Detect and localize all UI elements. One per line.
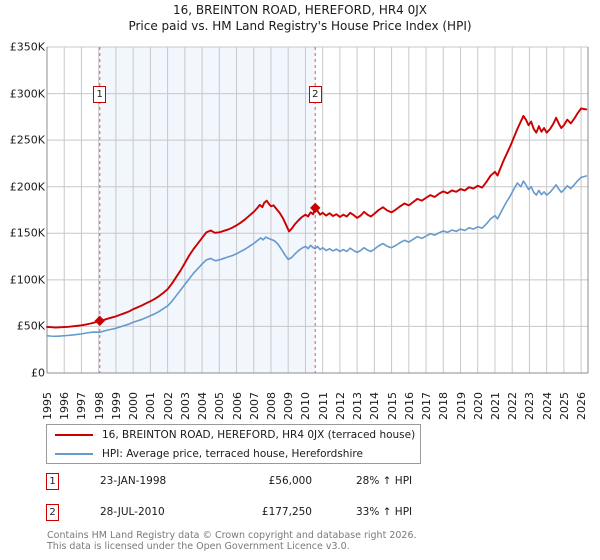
x-axis-tick-label: 2011 xyxy=(316,392,330,420)
x-axis-tick-label: 2019 xyxy=(454,392,468,420)
footer-attribution: Contains HM Land Registry data © Crown c… xyxy=(47,530,417,552)
y-axis-tick-label: £0 xyxy=(31,366,45,380)
x-axis-tick-label: 2023 xyxy=(523,392,537,420)
x-axis-tick-label: 2015 xyxy=(385,392,399,420)
x-axis-tick-label: 2017 xyxy=(420,392,434,420)
legend-label-property: 16, BREINTON ROAD, HEREFORD, HR4 0JX (te… xyxy=(102,428,416,441)
y-axis-tick-label: £150K xyxy=(9,226,45,240)
chart-title-address: 16, BREINTON ROAD, HEREFORD, HR4 0JX xyxy=(172,3,428,17)
x-axis-tick-label: 2004 xyxy=(196,392,210,420)
x-axis-tick-label: 1997 xyxy=(75,392,89,420)
x-axis-tick-label: 2001 xyxy=(144,392,158,420)
y-axis-tick-label: £100K xyxy=(9,273,45,287)
x-axis-tick-label: 2022 xyxy=(506,392,520,420)
chart-legend: 16, BREINTON ROAD, HEREFORD, HR4 0JX (te… xyxy=(46,424,421,464)
footer-line-1: Contains HM Land Registry data © Crown c… xyxy=(47,530,417,541)
sale-index-badge-1: 1 xyxy=(46,473,59,490)
x-axis-tick-label: 2021 xyxy=(488,392,502,420)
x-axis-tick-label: 2024 xyxy=(540,392,554,420)
event-marker-badge[interactable]: 1 xyxy=(93,85,107,103)
sale-point-marker[interactable] xyxy=(94,315,105,327)
x-axis-tick-label: 2026 xyxy=(575,392,589,420)
x-axis-labels: 1995 1996 1997 1998 1999 2000 2001 2002 2003 2004… xyxy=(0,376,600,420)
sale-price-1: £56,000 xyxy=(268,475,312,487)
y-axis-tick-label: £250K xyxy=(9,133,45,147)
x-axis-tick-label: 2003 xyxy=(178,392,192,420)
chart-plot-area: £0 £50K £100K £150K £200K £250K £300K £350K 199… xyxy=(0,0,600,420)
x-axis-tick-label: 2006 xyxy=(230,392,244,420)
chart-svg xyxy=(46,46,589,374)
x-axis-tick-label: 2014 xyxy=(368,392,382,420)
sale-hpi-delta-2: 33% ↑ HPI xyxy=(356,506,413,518)
page-title: 16, BREINTON ROAD, HEREFORD, HR4 0JX Pri… xyxy=(0,2,600,34)
y-axis-tick-label: £350K xyxy=(9,40,45,54)
chart-title-subtitle: Price paid vs. HM Land Registry's House … xyxy=(128,19,472,33)
sale-row-2: 2 28-JUL-2010 £177,250 33% ↑ HPI xyxy=(46,504,566,522)
x-axis-tick-label: 2008 xyxy=(264,392,278,420)
x-axis-tick-label: 2020 xyxy=(471,392,485,420)
x-axis-tick-label: 2018 xyxy=(437,392,451,420)
legend-label-hpi: HPI: Average price, terraced house, Here… xyxy=(102,447,363,460)
sale-price-2: £177,250 xyxy=(261,506,312,518)
y-axis-labels: £0 £50K £100K £150K £200K £250K £300K £350K xyxy=(0,0,45,420)
x-axis-tick-label: 1999 xyxy=(109,392,123,420)
sale-hpi-delta-1: 28% ↑ HPI xyxy=(356,475,413,487)
y-axis-tick-label: £300K xyxy=(9,87,45,101)
event-marker-badge[interactable]: 2 xyxy=(308,85,322,103)
x-axis-tick-label: 1998 xyxy=(92,392,106,420)
sale-date-2: 28-JUL-2010 xyxy=(100,506,165,518)
series-line-hpi xyxy=(46,175,588,338)
footer-line-2: This data is licensed under the Open Gov… xyxy=(47,541,350,552)
sale-row-1: 1 23-JAN-1998 £56,000 28% ↑ HPI xyxy=(46,473,566,491)
legend-item-hpi: HPI: Average price, terraced house, Here… xyxy=(47,444,420,463)
x-axis-tick-label: 1995 xyxy=(41,392,54,420)
x-axis-tick-label: 2013 xyxy=(351,392,365,420)
x-axis-tick-label: 2025 xyxy=(557,392,571,420)
ownership-band xyxy=(99,47,316,373)
x-axis-tick-label: 2012 xyxy=(333,392,347,420)
x-axis-tick-label: 1996 xyxy=(58,392,72,420)
legend-item-property: 16, BREINTON ROAD, HEREFORD, HR4 0JX (te… xyxy=(47,425,420,444)
x-axis-tick-label: 2000 xyxy=(127,392,141,420)
legend-swatch-property xyxy=(55,433,93,436)
x-axis-tick-label: 2002 xyxy=(161,392,175,420)
y-axis-tick-label: £50K xyxy=(16,319,45,333)
y-axis-tick-label: £200K xyxy=(9,180,45,194)
x-axis-tick-label: 2010 xyxy=(299,392,313,420)
sale-date-1: 23-JAN-1998 xyxy=(100,475,167,487)
sale-index-badge-2: 2 xyxy=(46,504,59,521)
x-axis-tick-label: 2009 xyxy=(282,392,296,420)
x-axis-tick-label: 2016 xyxy=(402,392,416,420)
legend-swatch-hpi xyxy=(55,452,93,455)
series-line-property xyxy=(46,107,588,329)
sale-point-marker[interactable] xyxy=(310,202,321,214)
x-axis-tick-label: 2007 xyxy=(247,392,261,420)
x-axis-tick-label: 2005 xyxy=(213,392,227,420)
